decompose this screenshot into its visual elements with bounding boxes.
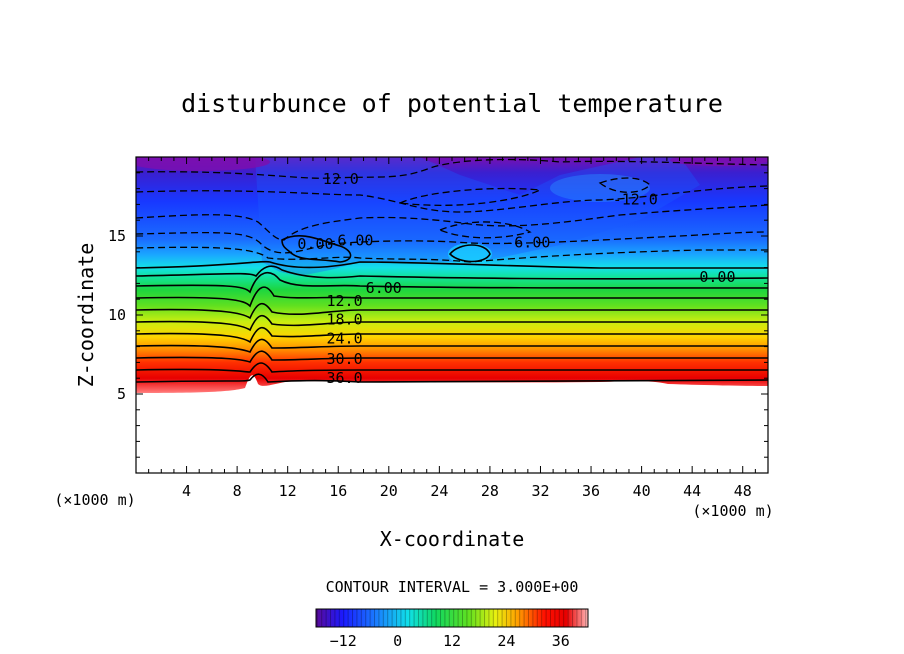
contour-label: -6.00 <box>505 233 550 251</box>
contour-label: 12.0 <box>326 292 362 310</box>
x-unit-label-left: (×1000 m) <box>54 491 135 509</box>
purple-cap <box>136 157 270 171</box>
colorbar-tick-label: 0 <box>393 632 402 650</box>
x-tick-label: 32 <box>531 482 549 500</box>
colorbar-tick-label: 36 <box>552 632 570 650</box>
x-tick-label: 48 <box>734 482 752 500</box>
purple-cap-right <box>670 157 768 166</box>
contour-interval-text: CONTOUR INTERVAL = 3.000E+00 <box>326 578 579 596</box>
y-tick-label: 15 <box>108 227 126 245</box>
x-tick-label: 16 <box>329 482 347 500</box>
colorbar-tick-label: 12 <box>443 632 461 650</box>
x-tick-label: 36 <box>582 482 600 500</box>
positive-contours <box>136 235 768 383</box>
contour-label: 6.00 <box>366 279 402 297</box>
contour-labels: 12.0-12.00.00-6.00 -6.000.006.0012.018.02… <box>297 170 735 387</box>
contour-label: 36.0 <box>326 369 362 387</box>
chart-title: disturbunce of potential temperature <box>181 89 723 118</box>
x-unit-label-right: (×1000 m) <box>692 502 773 520</box>
y-tick-label: 5 <box>117 385 126 403</box>
terrain-mask <box>136 375 768 473</box>
contour-label: 18.0 <box>326 311 362 329</box>
x-axis: 4 8 12 16 20 24 28 32 36 40 44 48 <box>148 157 756 500</box>
colorbar-tick-label: −12 <box>330 632 357 650</box>
contour-label: 0.00 <box>699 268 735 286</box>
x-axis-label: X-coordinate <box>380 527 525 551</box>
colorbar: −12 0 12 24 36 <box>315 608 589 650</box>
colorbar-ticks: −12 0 12 24 36 <box>330 632 570 650</box>
x-tick-label: 20 <box>380 482 398 500</box>
contour-label: 12.0 <box>323 170 359 188</box>
x-tick-label: 24 <box>430 482 448 500</box>
contour-label: -6.00 <box>328 232 373 250</box>
negative-contours <box>136 158 768 263</box>
perturbation-region <box>255 157 700 276</box>
y-tick-label: 10 <box>108 306 126 324</box>
x-tick-label: 28 <box>481 482 499 500</box>
x-tick-label: 4 <box>182 482 191 500</box>
colorbar-tick-label: 24 <box>497 632 515 650</box>
colorbar-divisions <box>316 609 588 627</box>
x-tick-label: 40 <box>633 482 651 500</box>
contour-label: 30.0 <box>326 350 362 368</box>
colorbar-frame <box>315 608 589 628</box>
x-tick-label: 8 <box>233 482 242 500</box>
contour-label: 24.0 <box>326 330 362 348</box>
contour-label: 0.00 <box>297 235 333 253</box>
y-axis-label: Z-coordinate <box>74 243 98 388</box>
contour-label: -12.0 <box>613 191 658 209</box>
upper-blue-anomaly <box>550 174 650 202</box>
x-tick-label: 44 <box>683 482 701 500</box>
x-tick-label: 12 <box>279 482 297 500</box>
y-axis: 5 10 15 <box>108 172 768 458</box>
plot-area <box>136 157 768 473</box>
